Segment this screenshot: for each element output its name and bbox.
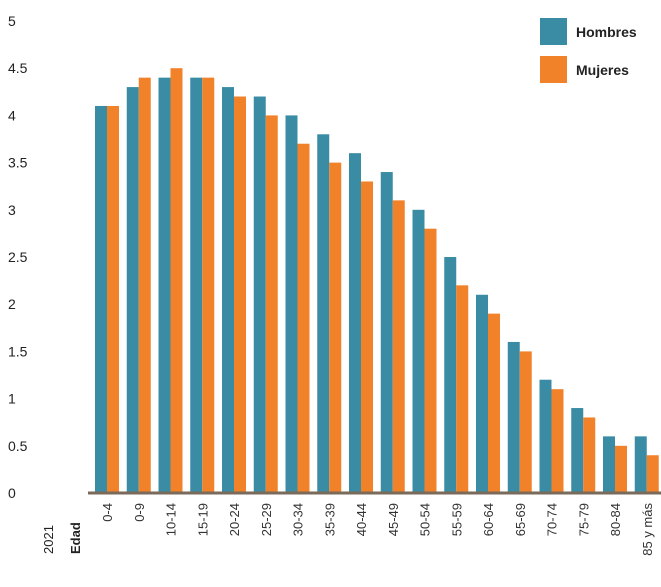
bar-mujeres-20-24 [234, 96, 246, 494]
bars-group [95, 68, 659, 494]
bar-hombres-20-24 [222, 87, 234, 493]
legend-swatch-hombres [540, 18, 567, 45]
x-tick-label: 20-24 [227, 503, 242, 536]
bar-mujeres-60-64 [488, 313, 500, 493]
bar-hombres-60-64 [476, 294, 488, 493]
y-tick-label: 4.5 [8, 60, 28, 76]
x-tick-label: 60-64 [481, 503, 496, 536]
bar-mujeres-75-79 [583, 417, 596, 493]
x-tick-label: 65-69 [513, 503, 528, 536]
bar-hombres-35-39 [317, 134, 330, 493]
y-tick-label: 3 [8, 202, 16, 218]
x-tick-label: 0-9 [132, 503, 147, 522]
corner-year-label: 2021 [41, 525, 56, 554]
bar-mujeres-30-34 [297, 143, 310, 493]
x-tick-label: 25-29 [259, 503, 274, 536]
y-tick-label: 0.5 [8, 438, 28, 454]
x-axis-ticks: 0-4 0-9 10-14 15-19 20-24 25-29 30-34 35-39 40-4… [100, 503, 655, 556]
legend-swatch-mujeres [540, 56, 567, 83]
bar-mujeres-25-29 [265, 115, 278, 494]
bar-hombres-30-34 [285, 115, 298, 494]
bar-hombres-0-4 [95, 105, 107, 494]
bar-mujeres-65-69 [519, 351, 532, 493]
bar-mujeres-10-14 [170, 68, 183, 493]
x-tick-label: 85 y más [640, 503, 655, 556]
x-tick-label: 30-34 [291, 503, 306, 536]
bar-mujeres-85 y más [646, 455, 659, 493]
bar-mujeres-70-74 [551, 389, 564, 493]
x-tick-label: 0-4 [100, 503, 115, 522]
bar-mujeres-45-49 [392, 200, 405, 494]
bar-mujeres-0-9 [138, 77, 151, 493]
bar-hombres-25-29 [253, 96, 266, 494]
x-tick-label: 40-44 [354, 503, 369, 536]
bar-hombres-85 y más [634, 436, 647, 493]
x-tick-label: 75-79 [576, 503, 591, 536]
x-tick-label: 35-39 [322, 503, 337, 536]
x-tick-label: 70-74 [545, 503, 560, 536]
bar-hombres-15-19 [190, 77, 203, 493]
bar-hombres-40-44 [349, 153, 361, 493]
bar-hombres-10-14 [158, 77, 171, 493]
x-tick-label: 55-59 [449, 503, 464, 536]
x-axis-title: Edad [68, 522, 83, 554]
bar-mujeres-40-44 [361, 181, 373, 494]
bar-hombres-45-49 [380, 172, 393, 494]
legend-label-hombres: Hombres [576, 24, 637, 40]
y-axis-ticks: 0 0.5 1 1.5 2 2.5 3 3.5 4 4.5 5 [8, 13, 28, 501]
y-tick-label: 2.5 [8, 249, 28, 265]
bar-mujeres-15-19 [202, 77, 215, 493]
bar-mujeres-35-39 [329, 162, 342, 493]
bar-mujeres-50-54 [424, 228, 437, 493]
bar-mujeres-0-4 [107, 105, 119, 494]
bar-mujeres-80-84 [615, 445, 627, 493]
y-tick-label: 5 [8, 13, 16, 29]
y-tick-label: 4 [8, 107, 16, 123]
bar-hombres-75-79 [571, 408, 584, 493]
y-tick-label: 2 [8, 296, 16, 312]
x-tick-label: 45-49 [386, 503, 401, 536]
x-tick-label: 50-54 [418, 503, 433, 536]
y-tick-label: 1 [8, 391, 16, 407]
y-tick-label: 1.5 [8, 343, 28, 359]
x-tick-label: 15-19 [195, 503, 210, 536]
legend: Hombres Mujeres [540, 18, 637, 83]
x-tick-label: 10-14 [164, 503, 179, 536]
bar-mujeres-55-59 [456, 285, 469, 493]
bar-hombres-0-9 [126, 87, 139, 493]
x-tick-label: 80-84 [608, 503, 623, 536]
bar-hombres-65-69 [507, 341, 520, 493]
y-tick-label: 0 [8, 485, 16, 501]
bar-hombres-70-74 [539, 379, 552, 493]
legend-label-mujeres: Mujeres [576, 62, 629, 78]
bar-hombres-55-59 [444, 257, 457, 493]
bar-hombres-80-84 [603, 436, 615, 493]
bar-hombres-50-54 [412, 209, 425, 494]
y-tick-label: 3.5 [8, 155, 28, 171]
